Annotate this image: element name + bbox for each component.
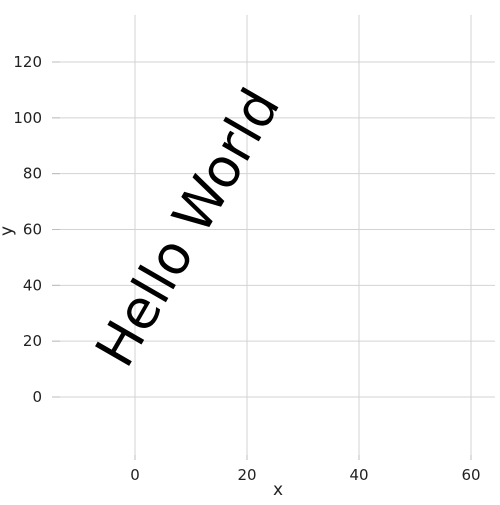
y-tick-label: 60	[23, 220, 42, 238]
x-tick-label: 40	[349, 466, 368, 484]
y-tick-label: 40	[23, 276, 42, 294]
y-tick-label: 20	[23, 332, 42, 350]
grid-lines	[52, 15, 495, 455]
tick-labels: 0 20 40 60 0 20 40 60 80 100 120	[13, 53, 480, 484]
y-tick-label: 80	[23, 165, 42, 183]
y-axis-title: y	[0, 226, 17, 236]
y-tick-label: 0	[32, 388, 42, 406]
y-tick-label: 120	[13, 53, 42, 71]
x-tick-label: 0	[130, 466, 140, 484]
annotations: Hello World	[83, 78, 292, 377]
x-tick-label: 60	[461, 466, 480, 484]
x-axis-title: x	[273, 480, 283, 500]
x-tick-label: 20	[237, 466, 256, 484]
tick-marks	[52, 61, 472, 460]
annotation-text: Hello World	[83, 78, 292, 377]
y-tick-label: 100	[13, 109, 42, 127]
